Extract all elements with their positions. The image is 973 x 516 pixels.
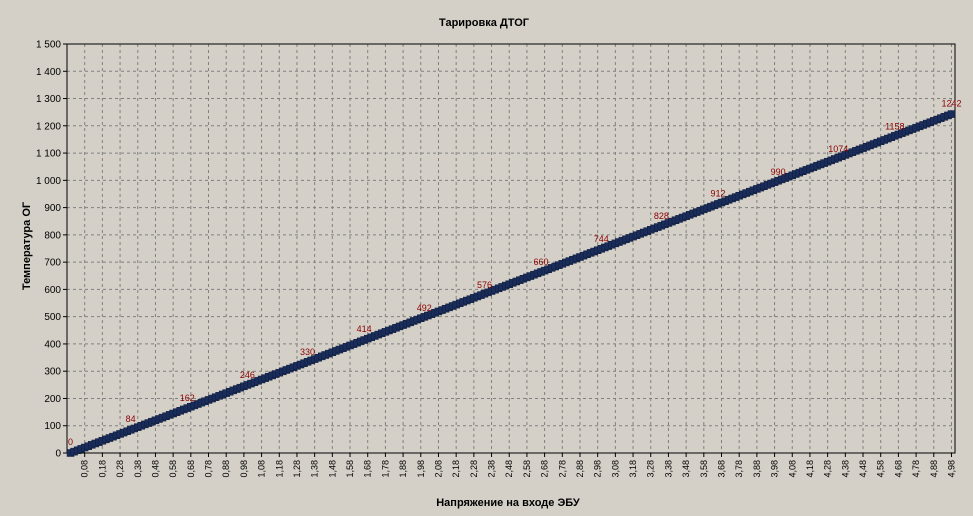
x-tick-label: 1,78 — [380, 460, 390, 478]
x-tick-label: 4,88 — [929, 460, 939, 478]
x-axis-title: Напряжение на входе ЭБУ — [436, 497, 580, 509]
data-label: 576 — [477, 280, 492, 290]
chart-title: Тарировка ДТОГ — [439, 17, 530, 29]
x-tick-label: 0,98 — [239, 460, 249, 478]
y-tick-label: 0 — [55, 449, 61, 460]
x-tick-label: 3,78 — [734, 460, 744, 478]
x-tick-label: 0,88 — [221, 460, 231, 478]
x-tick-label: 3,58 — [699, 460, 709, 478]
y-tick-label: 1 200 — [36, 121, 61, 132]
x-tick-label: 2,68 — [540, 460, 550, 478]
x-tick-label: 4,78 — [911, 460, 921, 478]
y-tick-label: 200 — [44, 394, 61, 405]
y-tick-label: 900 — [44, 203, 61, 214]
data-label: 414 — [357, 324, 372, 334]
plot-border — [66, 43, 956, 454]
x-tick-label: 2,08 — [433, 460, 443, 478]
x-tick-label: 3,18 — [628, 460, 638, 478]
y-tick-label: 1 300 — [36, 94, 61, 105]
x-tick-label: 0,48 — [150, 460, 160, 478]
data-label: 162 — [180, 393, 195, 403]
x-tick-label: 3,98 — [770, 460, 780, 478]
x-tick-label: 1,28 — [292, 460, 302, 478]
data-label: 330 — [300, 347, 315, 357]
data-label: 1074 — [828, 144, 848, 154]
x-tick-label: 0,68 — [186, 460, 196, 478]
x-tick-label: 1,38 — [310, 460, 320, 478]
x-tick-label: 3,28 — [646, 460, 656, 478]
y-tick-label: 1 500 — [36, 40, 61, 51]
y-tick-label: 800 — [44, 230, 61, 241]
y-axis-title: Температура ОГ — [21, 201, 33, 290]
y-tick-label: 1 100 — [36, 149, 61, 160]
data-label: 990 — [771, 167, 786, 177]
y-tick-label: 300 — [44, 367, 61, 378]
data-label: 828 — [654, 211, 669, 221]
data-label: 492 — [417, 303, 432, 313]
x-tick-label: 2,98 — [593, 460, 603, 478]
x-tick-label: 3,38 — [663, 460, 673, 478]
plot-area: 0 100 200 300 400 500 600 700 800 900 1 000 1 100 1 … — [36, 40, 962, 478]
y-tick-label: 1 400 — [36, 67, 61, 78]
x-tick-label: 1,48 — [327, 460, 337, 478]
x-tick-label: 3,08 — [610, 460, 620, 478]
data-label: 1242 — [941, 98, 961, 108]
x-tick-label: 0,58 — [168, 460, 178, 478]
x-tick-label: 4,58 — [876, 460, 886, 478]
x-tick-label: 0,08 — [80, 460, 90, 478]
x-tick-label: 1,18 — [274, 460, 284, 478]
x-tick-label: 0,18 — [97, 460, 107, 478]
x-tick-label: 2,78 — [557, 460, 567, 478]
x-tick-label: 4,38 — [840, 460, 850, 478]
y-tick-label: 500 — [44, 312, 61, 323]
x-tick-label: 4,98 — [946, 460, 956, 478]
x-tick-label: 2,48 — [504, 460, 514, 478]
plot-background — [67, 44, 955, 453]
x-tick-label: 3,68 — [717, 460, 727, 478]
x-tick-label: 4,48 — [858, 460, 868, 478]
x-tick-label: 4,18 — [805, 460, 815, 478]
x-tick-label: 2,28 — [469, 460, 479, 478]
data-label: 744 — [594, 234, 609, 244]
x-tick-label: 0,28 — [115, 460, 125, 478]
data-label: 1158 — [885, 121, 904, 131]
x-tick-label: 0,78 — [204, 460, 214, 478]
x-tick-label: 2,58 — [522, 460, 532, 478]
x-tick-label: 3,48 — [681, 460, 691, 478]
y-tick-label: 100 — [44, 421, 61, 432]
x-tick-label: 1,68 — [363, 460, 373, 478]
y-tick-label: 700 — [44, 258, 61, 269]
data-label: 912 — [710, 188, 725, 198]
x-tick-label: 0,38 — [133, 460, 143, 478]
data-label: 0 — [68, 437, 73, 447]
data-label: 660 — [534, 257, 549, 267]
x-tick-label: 3,88 — [752, 460, 762, 478]
x-tick-label: 4,68 — [893, 460, 903, 478]
y-tick-label: 600 — [44, 285, 61, 296]
y-tick-label: 400 — [44, 339, 61, 350]
data-point — [947, 110, 956, 118]
data-label: 84 — [126, 414, 136, 424]
y-tick-label: 1 000 — [36, 176, 61, 187]
x-tick-label: 4,28 — [823, 460, 833, 478]
x-tick-label: 2,18 — [451, 460, 461, 478]
x-tick-label: 1,98 — [416, 460, 426, 478]
x-tick-label: 1,88 — [398, 460, 408, 478]
data-label: 246 — [240, 370, 255, 380]
x-tick-label: 4,08 — [787, 460, 797, 478]
x-tick-label: 1,58 — [345, 460, 355, 478]
x-tick-label: 1,08 — [257, 460, 267, 478]
x-tick-label: 2,88 — [575, 460, 585, 478]
x-tick-label: 2,38 — [487, 460, 497, 478]
